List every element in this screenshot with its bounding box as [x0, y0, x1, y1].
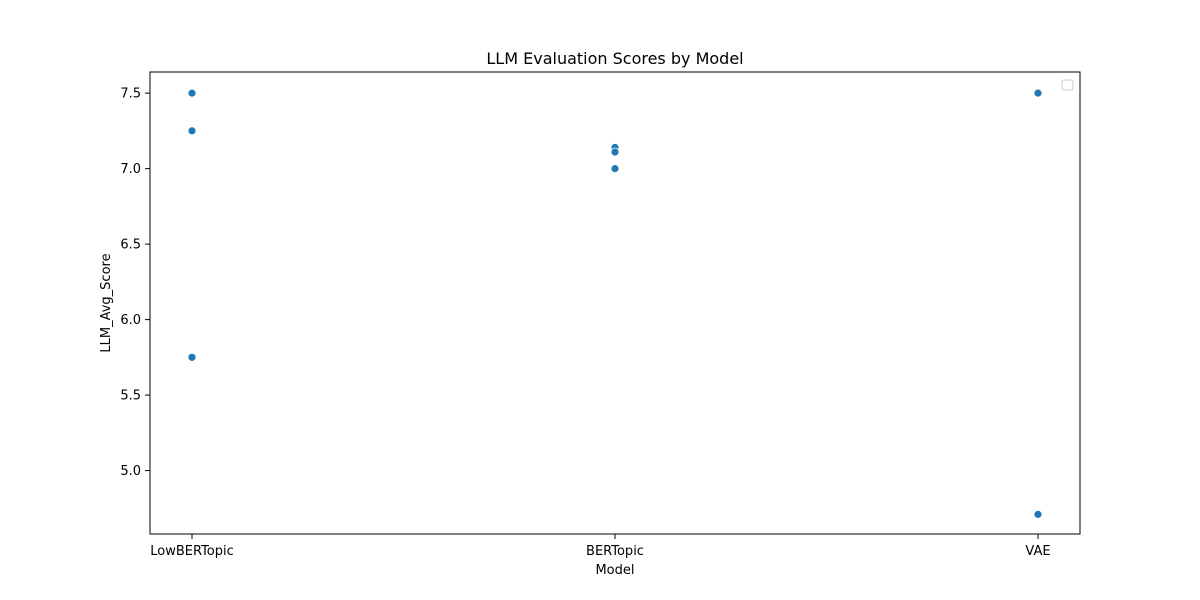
y-tick-label: 6.0: [120, 313, 141, 328]
y-tick-label: 6.5: [120, 238, 141, 253]
data-points: [187, 88, 1043, 519]
y-axis-ticks: 5.0 5.5 6.0 6.5 7.0 7.5: [120, 87, 150, 479]
data-point: [1033, 88, 1043, 98]
data-point: [187, 88, 197, 98]
data-point: [1033, 509, 1043, 519]
y-tick-label: 7.5: [120, 87, 141, 102]
data-point: [610, 147, 620, 157]
x-tick-label: VAE: [1025, 544, 1050, 559]
y-tick-label: 7.0: [120, 162, 141, 177]
y-tick-label: 5.0: [120, 464, 141, 479]
legend-box: [1061, 79, 1074, 91]
x-tick-label: LowBERTopic: [150, 544, 234, 559]
y-tick-label: 5.5: [120, 389, 141, 404]
y-axis-label: LLM_Avg_Score: [99, 253, 114, 352]
x-axis-ticks: LowBERTopic BERTopic VAE: [150, 534, 1051, 559]
x-axis-label: Model: [595, 563, 634, 578]
x-tick-label: BERTopic: [586, 544, 644, 559]
plot-area: [149, 71, 1081, 535]
chart-title: LLM Evaluation Scores by Model: [486, 49, 743, 68]
data-point: [187, 126, 197, 136]
data-point: [187, 352, 197, 362]
data-point: [610, 164, 620, 174]
